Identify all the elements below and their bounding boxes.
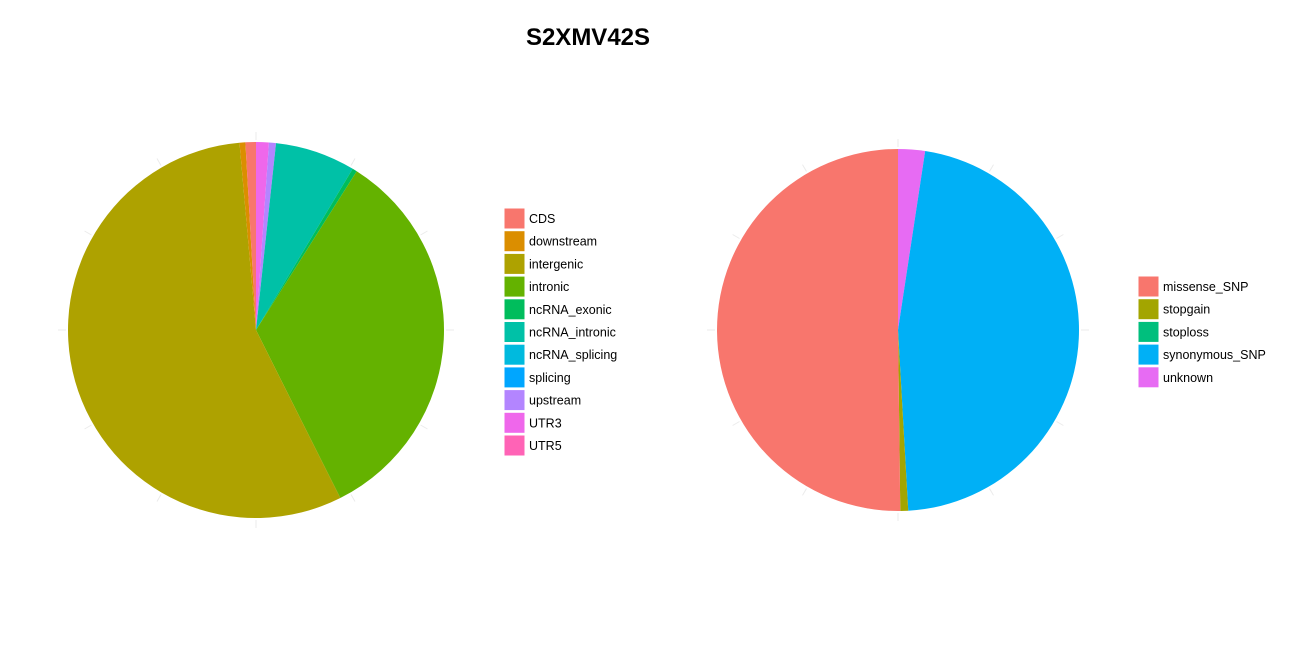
legend-key-synonymous-snp	[1137, 343, 1160, 366]
legend-label-downstream: downstream	[529, 235, 597, 249]
legend-label-intronic: intronic	[529, 280, 569, 294]
legend-key-utr5	[503, 434, 526, 457]
pie-axis-tick	[420, 424, 428, 430]
pie-axis-tick	[802, 488, 807, 496]
pie-axis-tick	[350, 494, 356, 502]
legend-label-ncrna-exonic: ncRNA_exonic	[529, 303, 612, 317]
pie-slice-downstream	[239, 142, 256, 330]
legend-label-ncrna-intronic: ncRNA_intronic	[529, 326, 616, 340]
pie-slice-synonymous-snp	[898, 151, 1080, 511]
legend-label-synonymous-snp: synonymous_SNP	[1163, 348, 1266, 362]
pie-axis-tick	[420, 230, 428, 236]
pie-slice-ncrna-intronic	[256, 143, 353, 330]
pie-slice-ncrna-exonic	[256, 168, 357, 330]
legend-key-intronic	[503, 275, 526, 298]
legend-key-splicing	[503, 366, 526, 389]
pie-slice-cds	[245, 142, 256, 330]
legend-key-intergenic	[503, 252, 526, 275]
pie-axis-tick	[350, 158, 356, 166]
legend-key-cds	[503, 207, 526, 230]
pie-axis-tick	[989, 164, 994, 172]
pie-axis-tick	[732, 421, 740, 426]
legend-label-utr5: UTR5	[529, 439, 562, 453]
pie-axis-tick	[1056, 421, 1064, 426]
legend-label-unknown: unknown	[1163, 371, 1213, 385]
pie-axis-tick	[156, 158, 162, 166]
legend-label-ncrna-splicing: ncRNA_splicing	[529, 348, 617, 362]
legend-key-ncrna-splicing	[503, 343, 526, 366]
legend-label-stopgain: stopgain	[1163, 303, 1210, 317]
pie-axis-tick	[84, 424, 92, 430]
legend-key-ncrna-exonic	[503, 298, 526, 321]
pie-slice-unknown	[898, 149, 926, 330]
legend-label-upstream: upstream	[529, 394, 581, 408]
legend-key-unknown	[1137, 366, 1160, 389]
pie-slice-intergenic	[67, 142, 341, 519]
pie-axis-tick	[156, 494, 162, 502]
legend-key-downstream	[503, 230, 526, 253]
legend-key-missense-snp	[1137, 275, 1160, 298]
pie-slice-intronic	[256, 171, 444, 499]
legend-label-stoploss: stoploss	[1163, 325, 1209, 339]
legend-key-ncrna-intronic	[503, 321, 526, 343]
legend-key-utr3	[503, 411, 526, 434]
legend-snp-effects: missense_SNP stopgain stoploss synonymous_S…	[1137, 275, 1266, 389]
pie-axis-tick	[802, 164, 807, 172]
legend-annotation-regions: CDS downstream intergenic intronic ncRNA_exo…	[503, 207, 617, 457]
pie-chart-annotation-regions	[58, 132, 454, 528]
pie-slice-missense-snp	[717, 149, 901, 511]
legend-key-stoploss	[1137, 320, 1160, 343]
pie-chart-snp-effects	[707, 139, 1089, 521]
pie-axis-tick	[989, 488, 994, 496]
legend-label-utr3: UTR3	[529, 416, 562, 430]
legend-key-upstream	[503, 389, 526, 412]
pie-axis-tick	[732, 234, 740, 239]
legend-label-intergenic: intergenic	[529, 257, 583, 271]
pie-slice-utr3	[256, 142, 269, 330]
legend-label-missense-snp: missense_SNP	[1163, 280, 1248, 294]
legend-key-stopgain	[1137, 298, 1160, 321]
legend-label-splicing: splicing	[529, 371, 571, 385]
legend-label-cds: CDS	[529, 212, 555, 226]
pie-slice-stopgain	[898, 330, 909, 511]
pie-axis-tick	[1056, 234, 1064, 239]
pie-axis-tick	[84, 230, 92, 236]
pie-slice-upstream	[256, 142, 277, 330]
chart-title: S2XMV42S	[526, 24, 650, 51]
